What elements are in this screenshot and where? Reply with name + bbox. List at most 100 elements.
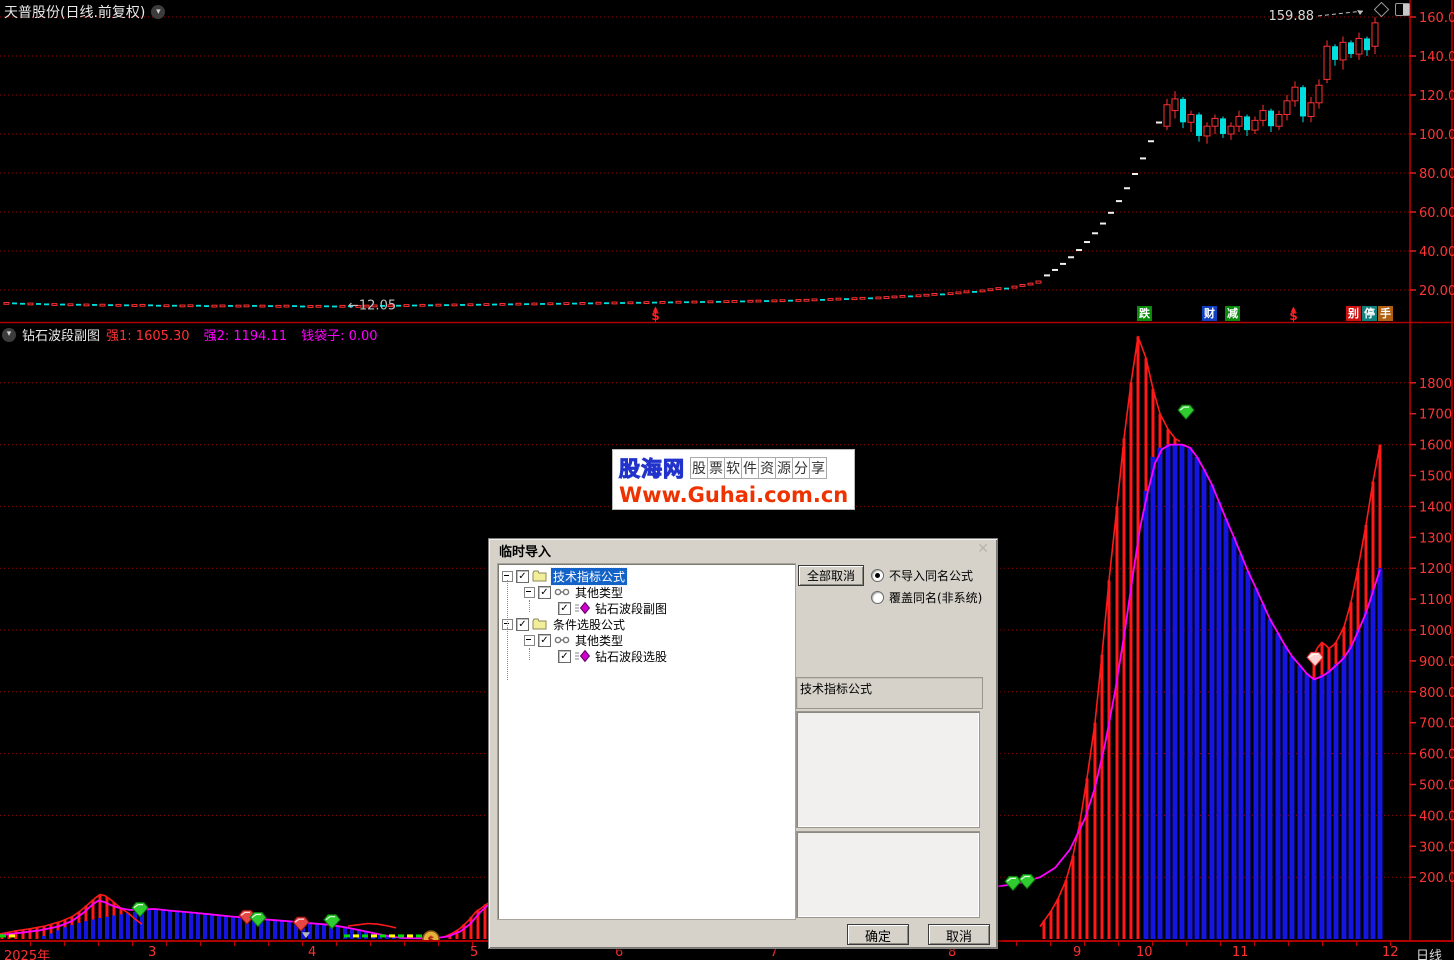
tree-item-1[interactable]: ✓ 技术指标公式 (498, 566, 795, 586)
ok-button[interactable]: 确定 (847, 924, 909, 945)
candle (675, 300, 682, 304)
tree-item-label[interactable]: 其他类型 (575, 633, 624, 648)
axis-minor-tick (404, 942, 405, 946)
blue-bar (42, 935, 46, 939)
tree-item-6[interactable]: ✓ 钻石波段选股 (498, 648, 795, 664)
limit-up-candle (1060, 262, 1066, 265)
candle (947, 292, 954, 296)
tree-item-4[interactable]: ✓ 条件选股公式 (498, 616, 795, 632)
red-envelope-line (0, 893, 143, 935)
tree-item-2[interactable]: ✓ 其他类型 (498, 584, 795, 600)
month-label: 9 (1073, 945, 1082, 960)
checkbox-checked[interactable]: ✓ (558, 601, 571, 615)
blue-bar (273, 920, 277, 939)
formula-tree[interactable]: ✓ 技术指标公式 ✓ 其他类型 ✓ 钻石波段副图 ✓ 条件选股公式 ✓ 其他类型 ✓ 钻石波段选股 (497, 563, 796, 920)
watermark-tagline-char: 享 (809, 457, 827, 479)
candle (1004, 287, 1009, 290)
tree-item-5[interactable]: ✓ 其他类型 (498, 632, 795, 648)
candle (156, 304, 161, 307)
candle (324, 305, 329, 308)
candle (428, 304, 433, 307)
radio-off-icon[interactable] (871, 591, 884, 604)
checkbox-checked[interactable]: ✓ (516, 617, 529, 631)
tree-item-label[interactable]: 技术指标公式 (549, 566, 629, 586)
limit-up-candle (1140, 157, 1146, 160)
checkbox-checked[interactable]: ✓ (538, 633, 551, 647)
blue-bar (1311, 677, 1317, 939)
candle (995, 287, 1002, 290)
import-dialog: 临时导入 ✕ ✓ 技术指标公式 ✓ 其他类型 ✓ 钻石波段副图 ✓ 条件选股公式 ✓ 其他类型 ✓ 钻… (488, 538, 998, 949)
candle (740, 300, 745, 303)
radio-label: 覆盖同名(非系统) (889, 591, 983, 605)
tree-item-label[interactable]: 条件选股公式 (553, 617, 626, 632)
chevron-down-icon[interactable]: ▾ (2, 327, 16, 342)
checkbox-checked[interactable]: ✓ (538, 585, 551, 599)
close-icon[interactable]: ✕ (977, 541, 989, 557)
blue-bar (385, 935, 389, 939)
radio-skip-duplicates[interactable]: 不导入同名公式 (871, 567, 973, 584)
tree-item-label[interactable]: 钻石波段副图 (595, 601, 668, 616)
cancel-all-button[interactable]: 全部取消 (798, 565, 864, 586)
blue-bar (238, 917, 242, 939)
gem-highlight (240, 911, 250, 916)
dashed-signal-segment (389, 934, 395, 938)
tree-item-label[interactable]: 其他类型 (575, 585, 624, 600)
axis-minor-tick (1356, 942, 1357, 946)
tree-connector (507, 580, 508, 632)
radio-overwrite-duplicates[interactable]: 覆盖同名(非系统) (871, 589, 982, 606)
checkbox-checked[interactable]: ✓ (516, 569, 529, 583)
radio-on-icon[interactable] (871, 569, 884, 582)
blue-bar (1341, 656, 1347, 939)
blue-bar (1165, 444, 1171, 939)
blue-bar (392, 936, 396, 939)
candle (467, 303, 474, 307)
candle (620, 302, 625, 304)
blue-bar (231, 917, 235, 939)
candle (1348, 42, 1354, 55)
candle (27, 302, 34, 306)
gem-highlight (294, 918, 304, 923)
checkbox-checked[interactable]: ✓ (558, 649, 571, 663)
blue-bar (182, 912, 186, 939)
candle (803, 298, 810, 302)
axis-minor-tick (1050, 942, 1051, 946)
chevron-down-icon[interactable]: ▾ (151, 5, 166, 19)
blue-bar (1201, 469, 1207, 939)
month-label: 11 (1232, 945, 1249, 960)
watermark-brand: 股海网 (619, 457, 685, 482)
y-axis-label: 1800 (1419, 377, 1452, 392)
blue-bar (266, 920, 270, 939)
signal-badge: 停 (1362, 306, 1377, 321)
candle (691, 300, 698, 304)
candle (1315, 84, 1323, 104)
blue-bar (287, 922, 291, 939)
diamond-icon[interactable] (1373, 1, 1390, 18)
collapse-icon[interactable] (524, 586, 535, 598)
tree-item-3[interactable]: ✓ 钻石波段副图 (498, 600, 795, 616)
candle (868, 297, 873, 300)
candle (380, 305, 385, 307)
cancel-button[interactable]: 取消 (928, 924, 990, 945)
signal-badge: 跌 (1137, 306, 1152, 321)
tree-connector (529, 600, 530, 612)
candle (292, 305, 297, 308)
candle (844, 298, 849, 300)
candle (795, 299, 802, 302)
tree-item-label[interactable]: 钻石波段选股 (595, 649, 668, 664)
blue-bar (1245, 571, 1251, 939)
candle (940, 293, 945, 296)
blue-bar (196, 913, 200, 939)
candle (307, 305, 314, 308)
candle (588, 302, 593, 305)
limit-up-candle (1116, 200, 1122, 203)
candle (595, 301, 602, 305)
collapse-icon[interactable] (524, 634, 535, 646)
split-pane-icon[interactable] (1395, 3, 1410, 16)
red-envelope-line (1039, 335, 1181, 928)
month-label: 3 (148, 945, 157, 960)
month-label: 6 (615, 945, 624, 960)
candle (899, 294, 906, 298)
blue-bar (1289, 656, 1295, 939)
indicator-name: 钻石波段副图 (22, 329, 101, 344)
dialog-titlebar[interactable]: 临时导入 ✕ (489, 539, 997, 561)
